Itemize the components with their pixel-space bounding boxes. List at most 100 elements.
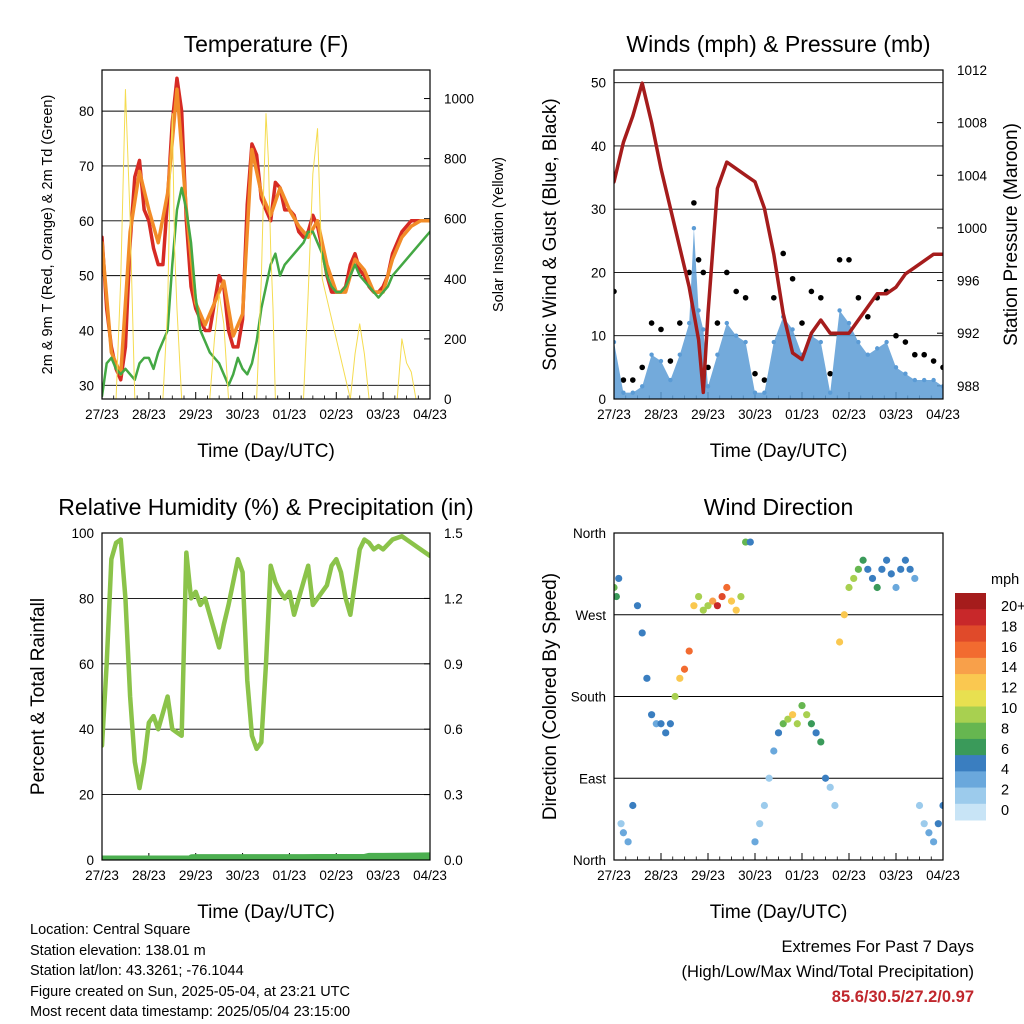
- gust-point: [912, 351, 918, 358]
- colorbar-swatch: [955, 641, 986, 659]
- colorbar-swatch: [955, 625, 986, 643]
- y-right-tick-label: 1000: [444, 92, 474, 107]
- direction-point: [774, 729, 783, 737]
- x-tick-label: 02/23: [832, 868, 866, 883]
- wind-point: [893, 365, 899, 370]
- gust-point: [695, 257, 702, 263]
- x-tick-label: 02/23: [319, 407, 353, 422]
- x-tick-label: 29/23: [179, 868, 213, 883]
- direction-point: [685, 647, 693, 655]
- wind-point: [621, 390, 626, 395]
- gust-point: [855, 294, 862, 301]
- wind-point: [837, 308, 842, 313]
- y-right-tick-label: 800: [444, 152, 467, 167]
- gust-point: [691, 200, 697, 206]
- y-tick-label: 20: [79, 788, 94, 803]
- direction-point: [883, 556, 891, 564]
- x-tick-label: 04/23: [413, 868, 447, 883]
- direction-point: [925, 829, 933, 837]
- gust-point: [902, 339, 909, 345]
- x-axis-label: Time (Day/UTC): [197, 441, 335, 462]
- recent-timestamp: Most recent data timestamp: 2025/05/04 2…: [30, 1004, 351, 1020]
- x-tick-label: 27/23: [597, 868, 631, 883]
- plot-area: [614, 538, 943, 846]
- x-tick-label: 02/23: [832, 407, 866, 422]
- colorbar-label: mph: [991, 572, 1019, 588]
- direction-point: [859, 556, 867, 564]
- colorbar-swatch: [955, 657, 986, 675]
- colorbar-tick-label: 8: [1001, 721, 1009, 737]
- colorbar-swatch: [955, 771, 986, 789]
- wind-point: [734, 333, 739, 338]
- gust-point: [724, 269, 730, 276]
- colorbar-swatch: [955, 690, 986, 707]
- y-tick-label: 40: [591, 139, 606, 154]
- direction-point: [614, 583, 618, 592]
- gust-point: [921, 351, 927, 358]
- y-right-tick-label: 996: [957, 274, 980, 289]
- direction-point: [765, 774, 773, 782]
- y-tick-label: 30: [591, 202, 606, 217]
- gust-point: [808, 288, 815, 295]
- direction-point: [671, 692, 679, 701]
- y-right-tick-label: 400: [444, 272, 467, 287]
- x-tick-label: 04/23: [926, 407, 960, 422]
- x-tick-label: 27/23: [85, 868, 119, 883]
- y-axis-label: Sonic Wind & Gust (Blue, Black): [540, 98, 561, 370]
- colorbar: mph 20+ 18 16 14 12 10 8 6 4 2 0: [955, 572, 1024, 821]
- solar-insolation-line: [115, 89, 417, 399]
- wind-point: [630, 390, 635, 395]
- y-tick-label: 40: [79, 323, 94, 338]
- direction-point: [732, 606, 740, 614]
- plot-area: [102, 534, 430, 860]
- wind-point: [828, 390, 833, 395]
- y-tick-label: 50: [591, 76, 606, 91]
- y-right-tick-label: 0.3: [444, 788, 463, 803]
- x-tick-label: 01/23: [273, 868, 307, 883]
- y-axis-label: Direction (Colored By Speed): [540, 573, 561, 820]
- direction-point: [789, 711, 797, 719]
- x-tick-label: 30/23: [226, 407, 260, 422]
- direction-point: [718, 592, 726, 601]
- colorbar-tick-label: 12: [1001, 681, 1017, 697]
- wind-area: [614, 228, 943, 399]
- colorbar-swatch: [955, 738, 986, 756]
- gust-point: [827, 370, 833, 377]
- direction-point: [915, 801, 924, 810]
- wind-point: [687, 320, 692, 326]
- direction-point: [727, 597, 736, 605]
- y-tick-label: 40: [79, 722, 94, 737]
- wind-point: [912, 377, 917, 383]
- wind-point: [691, 225, 697, 231]
- direction-point: [770, 747, 778, 755]
- direction-point: [887, 570, 895, 578]
- colorbar-swatch: [955, 674, 986, 691]
- gust-point: [761, 377, 768, 383]
- direction-point: [751, 838, 759, 846]
- y-right-axis-label: Solar Insolation (Yellow): [491, 157, 507, 312]
- y-right-tick-label: 1008: [957, 116, 987, 131]
- y-right-tick-label: 0: [444, 392, 452, 407]
- colorbar-tick-label: 0: [1001, 803, 1009, 819]
- x-axis-label: Time (Day/UTC): [710, 902, 848, 923]
- direction-point: [803, 711, 811, 719]
- gust-point: [648, 320, 655, 326]
- gust-point: [614, 288, 617, 295]
- direction-point: [629, 801, 637, 810]
- colorbar-swatch: [955, 803, 986, 821]
- wind-point: [752, 390, 758, 395]
- direction-point: [638, 629, 646, 637]
- y-tick-label: 20: [591, 265, 606, 280]
- y-right-tick-label: 1004: [957, 168, 988, 183]
- station-elevation: Station elevation: 138.01 m: [30, 942, 206, 959]
- chart-title: Winds (mph) & Pressure (mb): [626, 31, 930, 57]
- y-right-tick-label: 1012: [957, 63, 987, 78]
- rh-line: [102, 534, 430, 791]
- pressure-line: [614, 81, 943, 395]
- extremes-values: 85.6/30.5/27.2/0.97: [831, 988, 974, 1006]
- direction-point: [760, 801, 769, 810]
- direction-point: [817, 738, 825, 746]
- plot-frame: [613, 69, 944, 400]
- gust-point: [630, 377, 636, 383]
